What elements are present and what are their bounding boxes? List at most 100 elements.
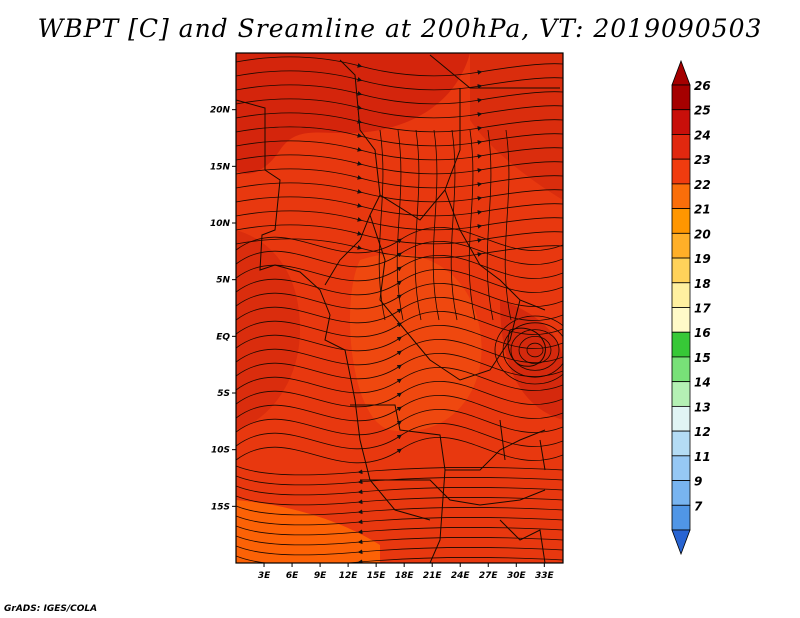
streamline bbox=[236, 112, 563, 133]
streamline bbox=[432, 129, 440, 321]
streamline bbox=[236, 238, 563, 259]
streamline bbox=[236, 395, 563, 422]
colorbar-label: 9 bbox=[694, 475, 702, 489]
field-dark-east bbox=[500, 300, 563, 420]
streamline bbox=[236, 168, 563, 189]
lon-tick-label: 6E bbox=[286, 571, 299, 581]
colorbar-label: 17 bbox=[694, 302, 711, 316]
streamline bbox=[236, 515, 563, 526]
colorbar-label: 24 bbox=[694, 128, 711, 142]
streamline bbox=[236, 495, 563, 506]
longitude-axis: 3E 6E 9E 12E 15E 18E 21E 24E 27E 30E 33E bbox=[258, 563, 554, 581]
streamline bbox=[236, 56, 563, 77]
streamline bbox=[236, 485, 563, 496]
colorbar-label: 12 bbox=[694, 425, 711, 439]
colorbar-swatch bbox=[671, 356, 691, 383]
colorbar-swatch bbox=[671, 331, 691, 358]
map-title: WBPT [C] and Sreamline at 200hPa, VT: 20… bbox=[37, 14, 763, 43]
colorbar-swatch bbox=[671, 455, 691, 481]
streamline bbox=[236, 154, 563, 175]
lat-tick-label: 15N bbox=[210, 162, 231, 172]
streamline bbox=[236, 367, 563, 394]
colorbar-swatch bbox=[671, 307, 691, 333]
colorbar-label: 21 bbox=[694, 203, 711, 217]
colorbar-label: 16 bbox=[694, 326, 711, 340]
streamline bbox=[468, 129, 476, 321]
colorbar-swatch bbox=[671, 109, 691, 135]
border-line bbox=[429, 469, 446, 563]
colorbar-swatch bbox=[671, 232, 691, 259]
streamline bbox=[378, 129, 386, 321]
lake-malawi bbox=[539, 439, 546, 471]
streamline bbox=[236, 311, 563, 338]
streamline bbox=[236, 140, 563, 161]
colorbar-label: 20 bbox=[694, 227, 711, 241]
colorbar-swatch bbox=[671, 158, 691, 185]
map-frame bbox=[235, 52, 564, 564]
colorbar-swatch bbox=[671, 257, 691, 284]
lat-tick-label: 5S bbox=[217, 389, 230, 399]
colorbar-label: 19 bbox=[694, 252, 711, 266]
field-orange-south bbox=[236, 500, 380, 563]
lon-tick-label: 21E bbox=[423, 571, 443, 581]
streamline bbox=[236, 255, 563, 282]
colorbar-swatch bbox=[671, 282, 691, 308]
streamline bbox=[236, 210, 563, 231]
lon-tick-label: 15E bbox=[367, 571, 387, 581]
colorbar-over-triangle bbox=[671, 59, 691, 86]
streamline bbox=[236, 325, 563, 352]
streamline bbox=[236, 353, 563, 380]
colorbar-label: 23 bbox=[694, 153, 711, 167]
colorbar-label: 25 bbox=[694, 104, 711, 118]
streamline bbox=[236, 525, 563, 536]
colorbar-label: 18 bbox=[694, 277, 711, 291]
streamline bbox=[450, 129, 458, 321]
vortex-ring bbox=[494, 315, 563, 385]
field-dark-northeast bbox=[470, 53, 563, 200]
streamline bbox=[236, 555, 563, 563]
lon-tick-label: 3E bbox=[258, 571, 271, 581]
colorbar-label: 22 bbox=[694, 178, 711, 192]
streamline bbox=[236, 505, 563, 516]
streamline bbox=[236, 297, 563, 324]
colorbar-swatch bbox=[671, 183, 691, 210]
streamline bbox=[396, 129, 404, 321]
lat-tick-label: 10N bbox=[210, 219, 231, 229]
lat-tick-label: 20N bbox=[210, 106, 231, 116]
colorbar-swatch bbox=[671, 504, 691, 531]
lat-tick-label: 15S bbox=[211, 502, 230, 512]
vortex-ring bbox=[510, 329, 560, 371]
lat-tick-label: 10S bbox=[211, 446, 230, 456]
colorbar-label: 26 bbox=[694, 79, 711, 93]
lon-tick-label: 27E bbox=[479, 571, 499, 581]
streamline bbox=[236, 545, 563, 556]
streamline bbox=[504, 129, 512, 321]
vortex-ring bbox=[518, 335, 552, 364]
lat-tick-label: 5N bbox=[216, 276, 230, 286]
streamline bbox=[236, 437, 563, 464]
colorbar-label: 15 bbox=[694, 351, 711, 365]
colorbar-swatch bbox=[671, 480, 691, 506]
streamline bbox=[236, 182, 563, 203]
streamline bbox=[236, 84, 563, 105]
streamline bbox=[486, 129, 494, 321]
lat-tick-label: EQ bbox=[216, 332, 230, 342]
colorbar-label: 14 bbox=[694, 376, 711, 390]
lon-tick-label: 9E bbox=[314, 571, 327, 581]
colorbar-label: 11 bbox=[694, 450, 711, 464]
colorbar-swatch bbox=[671, 208, 691, 234]
streamline bbox=[236, 465, 563, 476]
colorbar: 26 25 24 23 22 21 20 19 18 17 16 15 14 13 12 11 9 7 bbox=[671, 59, 711, 556]
colorbar-swatch bbox=[671, 134, 691, 160]
streamlines bbox=[236, 56, 563, 563]
colorbar-swatch bbox=[671, 405, 691, 432]
border-line bbox=[499, 519, 546, 563]
vortex-ring bbox=[526, 342, 544, 358]
streamline bbox=[236, 381, 563, 408]
lon-tick-label: 18E bbox=[395, 571, 415, 581]
lon-tick-label: 12E bbox=[339, 571, 359, 581]
colorbar-swatch bbox=[671, 381, 691, 407]
streamline bbox=[236, 241, 563, 268]
streamline bbox=[236, 227, 563, 254]
